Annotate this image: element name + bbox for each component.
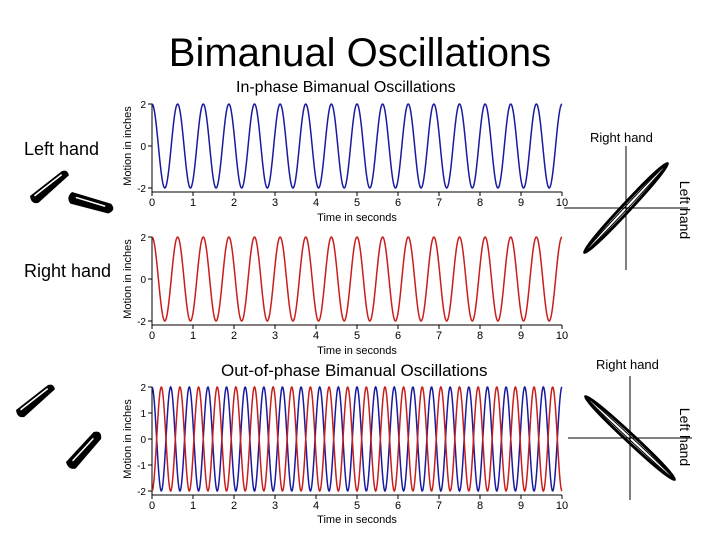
- chart0-y-tick-label-0: 2: [140, 100, 146, 111]
- chart4-loop-outer: [583, 394, 677, 482]
- chart0-y-tick-label-2: -2: [137, 184, 146, 195]
- chart0-x-tick-label-7: 7: [436, 197, 442, 209]
- chart2-x-tick-label-0: 0: [149, 500, 155, 512]
- chart0-x-label: Time in seconds: [317, 212, 397, 224]
- hand-pinch-icon-outphase: [16, 384, 102, 469]
- chart2-series-line-1: [151, 385, 563, 493]
- chart1-x-tick-label-8: 8: [477, 330, 483, 342]
- chart0-y-label: Motion in inches: [122, 106, 134, 186]
- chart1-x-tick-label-4: 4: [313, 330, 319, 342]
- chart0-x-tick-label-4: 4: [313, 197, 319, 209]
- outphase-phase-top-label: Right hand: [596, 357, 659, 372]
- chart1-x-tick-label-3: 3: [272, 330, 278, 342]
- chart2-x-tick-label-5: 5: [354, 500, 360, 512]
- chart0-x-tick-label-6: 6: [395, 197, 401, 209]
- chart2-series-line-0: [151, 385, 563, 493]
- left-hand-label: Left hand: [24, 139, 100, 159]
- chart4-loop-inner: [586, 397, 674, 479]
- chart1-y-tick-label-0: 2: [140, 233, 146, 244]
- chart1-y-tick-label-1: 0: [140, 275, 146, 286]
- chart2-x-tick-label-10: 10: [556, 500, 568, 512]
- chart2-x-tick-label-9: 9: [518, 500, 524, 512]
- chart2-x-tick-label-2: 2: [231, 500, 237, 512]
- chart2-y-tick-label-2: 0: [140, 435, 146, 446]
- chart2-y-label: Motion in inches: [122, 399, 134, 479]
- chart1-x-tick-label-1: 1: [190, 330, 196, 342]
- outphase-title: Out-of-phase Bimanual Oscillations: [221, 361, 488, 380]
- chart0-x-tick-label-5: 5: [354, 197, 360, 209]
- chart2-x-label: Time in seconds: [317, 514, 397, 526]
- chart2-y-tick-label-3: -1: [137, 461, 146, 472]
- chart2-x-tick-label-1: 1: [190, 500, 196, 512]
- chart1-x-tick-label-2: 2: [231, 330, 237, 342]
- chart3-loop-inner: [585, 164, 667, 252]
- chart1-series-line-0: [151, 236, 563, 322]
- chart2-x-tick-label-3: 3: [272, 500, 278, 512]
- chart1-x-tick-label-0: 0: [149, 330, 155, 342]
- chart0-y-tick-label-1: 0: [140, 142, 146, 153]
- chart1-x-tick-label-5: 5: [354, 330, 360, 342]
- chart2-x-tick-label-8: 8: [477, 500, 483, 512]
- chart1-y-label: Motion in inches: [122, 239, 134, 319]
- chart2-y-tick-label-0: 2: [140, 383, 146, 394]
- chart3-loop-outer: [582, 161, 670, 255]
- inphase-phase-top-label: Right hand: [590, 130, 653, 145]
- chart1-x-tick-label-10: 10: [556, 330, 568, 342]
- chart2-y-tick-label-4: -2: [137, 487, 146, 498]
- chart2-x-tick-label-7: 7: [436, 500, 442, 512]
- chart0-x-tick-label-1: 1: [190, 197, 196, 209]
- chart1-x-tick-label-6: 6: [395, 330, 401, 342]
- chart0-x-tick-label-2: 2: [231, 197, 237, 209]
- chart0-x-tick-label-0: 0: [149, 197, 155, 209]
- chart1-x-label: Time in seconds: [317, 345, 397, 357]
- chart0-x-tick-label-9: 9: [518, 197, 524, 209]
- chart0-x-tick-label-8: 8: [477, 197, 483, 209]
- chart2-x-tick-label-6: 6: [395, 500, 401, 512]
- chart0-x-tick-label-10: 10: [556, 197, 568, 209]
- chart1-y-tick-label-2: -2: [137, 317, 146, 328]
- slide-title: Bimanual Oscillations: [168, 31, 552, 75]
- chart0-x-tick-label-3: 3: [272, 197, 278, 209]
- chart1-x-tick-label-7: 7: [436, 330, 442, 342]
- right-hand-label: Right hand: [24, 261, 112, 281]
- chart2-y-tick-label-1: 1: [140, 409, 146, 420]
- hand-pinch-icon-inphase: [30, 170, 114, 214]
- chart1-x-tick-label-9: 9: [518, 330, 524, 342]
- inphase-title: In-phase Bimanual Oscillations: [236, 79, 456, 96]
- chart0-series-line-0: [151, 103, 563, 189]
- chart2-x-tick-label-4: 4: [313, 500, 319, 512]
